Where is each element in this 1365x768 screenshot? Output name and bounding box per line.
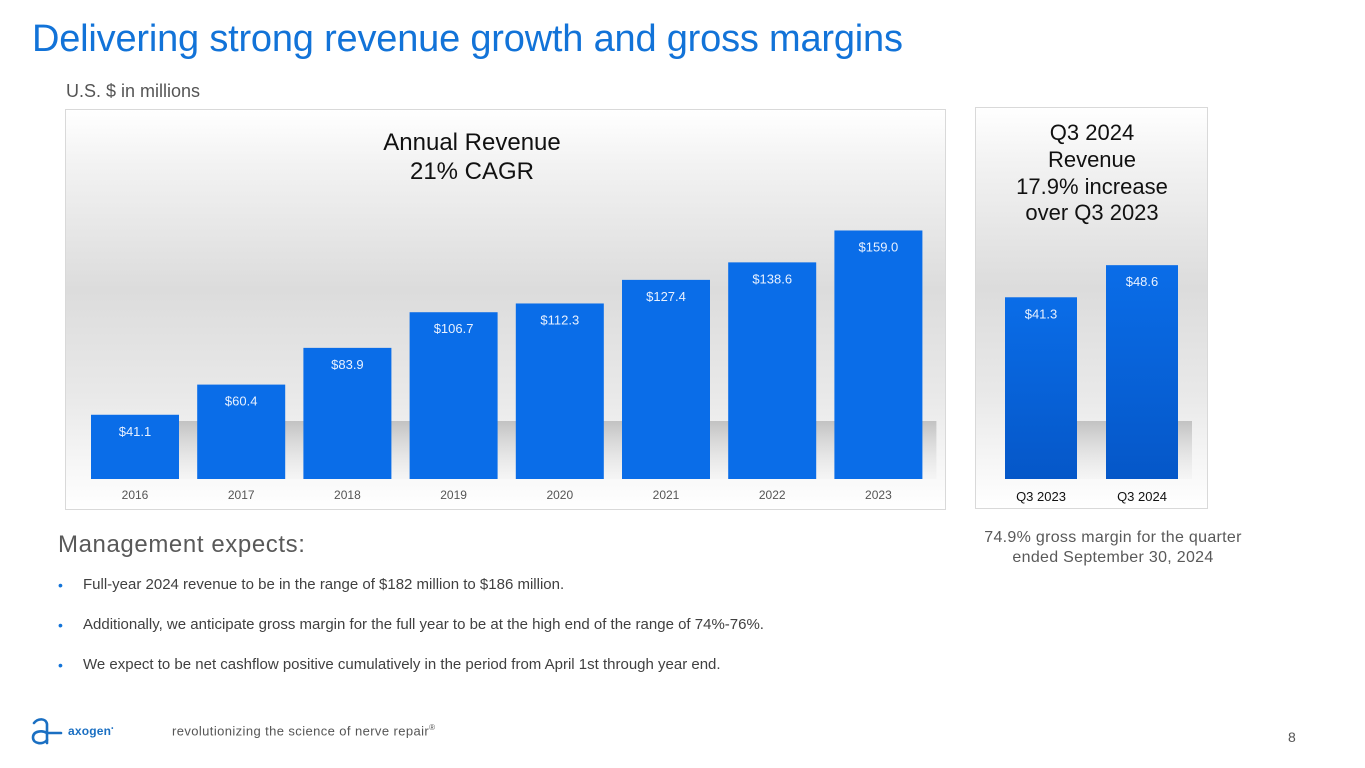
registered-mark: ®: [429, 723, 436, 732]
data-label: $48.6: [1126, 274, 1159, 289]
data-label: $159.0: [859, 239, 899, 254]
gross-margin-line-2: ended September 30, 2024: [1012, 549, 1214, 566]
tagline: revolutionizing the science of nerve rep…: [172, 723, 435, 738]
annual-revenue-chart: Annual Revenue 21% CAGR $41.1 2016 $60.4 20…: [65, 109, 946, 510]
q3-title-line-2: Revenue: [1048, 147, 1136, 172]
gross-margin-line-1: 74.9% gross margin for the quarter: [984, 529, 1242, 546]
x-tick-label: 2022: [759, 488, 786, 502]
x-tick-label: 2023: [865, 488, 892, 502]
data-label: $127.4: [646, 289, 686, 304]
data-label: $112.3: [540, 312, 579, 327]
bar-2021: [622, 279, 710, 479]
data-label: $41.1: [119, 424, 152, 439]
bar-2019: [409, 312, 498, 479]
management-bullet-list: • Full-year 2024 revenue to be in the ran…: [58, 575, 764, 695]
bar-q3-2024: [1106, 265, 1178, 479]
bar-2017: [197, 384, 286, 479]
units-note: U.S. $ in millions: [66, 81, 201, 101]
q3-revenue-svg: Q3 2024 Revenue 17.9% increase over Q3 2…: [1005, 120, 1192, 504]
bullet-icon: •: [58, 617, 63, 633]
x-tick-label: 2021: [653, 488, 680, 502]
logo-trademark: •: [111, 726, 114, 732]
annual-chart-title: Annual Revenue: [383, 129, 560, 156]
x-tick-label: 2016: [122, 488, 149, 502]
x-tick-label: Q3 2023: [1016, 489, 1066, 504]
axogen-ae-ligature-icon: [31, 718, 63, 745]
bar-2018: [303, 347, 392, 479]
q3-title-line-3: 17.9% increase: [1016, 174, 1168, 199]
data-label: $41.3: [1025, 306, 1058, 321]
q3-title-line-1: Q3 2024: [1050, 120, 1134, 145]
gross-margin-note: 74.9% gross margin for the quarter ended…: [960, 528, 1266, 568]
bar-2023: [834, 230, 923, 479]
logo-wordmark: axogen•: [68, 724, 114, 738]
x-tick-label: Q3 2024: [1117, 489, 1167, 504]
data-label: $83.9: [331, 357, 364, 372]
bar-2016: [91, 414, 179, 479]
bullet-item: • Additionally, we anticipate gross margi…: [58, 615, 764, 655]
x-tick-label: 2019: [440, 488, 467, 502]
q3-revenue-chart: Q3 2024 Revenue 17.9% increase over Q3 2…: [975, 107, 1208, 509]
bullet-text: Additionally, we anticipate gross margin…: [83, 616, 764, 633]
annual-chart-subtitle: 21% CAGR: [410, 158, 534, 185]
management-heading: Management expects:: [58, 531, 306, 558]
bullet-icon: •: [58, 657, 63, 673]
data-label: $60.4: [225, 394, 258, 409]
bullet-text: Full-year 2024 revenue to be in the rang…: [83, 576, 565, 593]
bar-q3-2023: [1005, 297, 1077, 479]
logo-text: axogen: [68, 724, 112, 738]
bullet-item: • We expect to be net cashflow positive c…: [58, 655, 764, 695]
bar-2022: [728, 262, 817, 479]
x-tick-label: 2018: [334, 488, 361, 502]
bullet-text: We expect to be net cashflow positive cu…: [83, 656, 721, 673]
tagline-text: revolutionizing the science of nerve rep…: [172, 723, 430, 739]
annual-revenue-svg: Annual Revenue 21% CAGR $41.1 2016 $60.4 20…: [91, 129, 937, 502]
bullet-icon: •: [58, 577, 63, 593]
q3-title-line-4: over Q3 2023: [1025, 200, 1158, 225]
bullet-item: • Full-year 2024 revenue to be in the ran…: [58, 575, 764, 615]
x-tick-label: 2020: [546, 488, 573, 502]
data-label: $138.6: [752, 271, 792, 286]
slide-title: Delivering strong revenue growth and gro…: [32, 18, 903, 60]
axogen-logo: axogen•: [30, 716, 114, 746]
page-number: 8: [1288, 729, 1296, 745]
bar-2020: [515, 303, 604, 479]
x-tick-label: 2017: [228, 488, 255, 502]
data-label: $106.7: [434, 321, 474, 336]
